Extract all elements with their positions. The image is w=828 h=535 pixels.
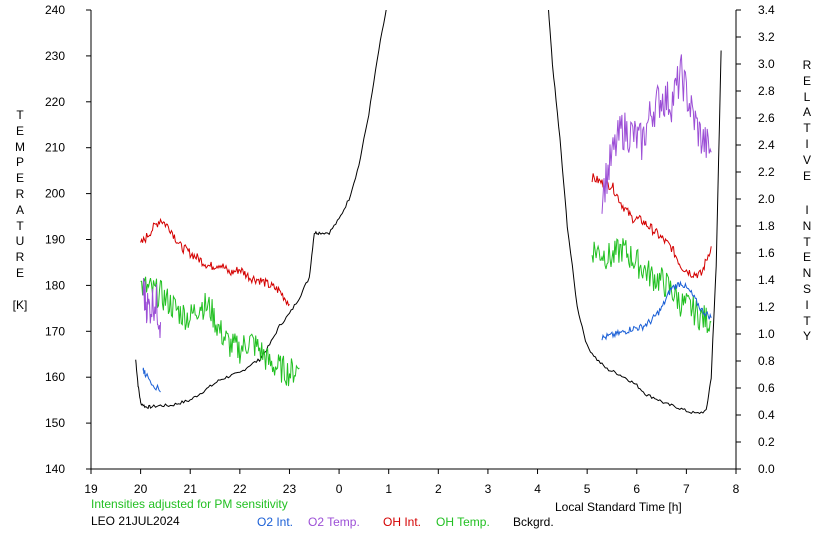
- left-axis-label-letter: A: [15, 202, 24, 217]
- right-axis-label-letter: I: [805, 203, 809, 217]
- right-axis-label-letter: S: [802, 282, 811, 296]
- left-axis-label-letter: E: [15, 171, 24, 186]
- x-tick-label: 1: [385, 482, 392, 496]
- x-tick-label: 21: [184, 482, 198, 496]
- left-tick-label: 150: [45, 416, 65, 430]
- series-line-bckgrd: [135, 10, 387, 410]
- left-tick-label: 160: [45, 370, 65, 384]
- right-tick-label: 0.6: [758, 381, 775, 395]
- tick-labels-group: 1401501601701801902002102202302400.00.20…: [45, 3, 775, 496]
- series-line-oh-int: [591, 173, 712, 279]
- right-tick-label: 1.0: [758, 327, 775, 341]
- right-tick-label: 2.2: [758, 165, 775, 179]
- legend-item: O2 Temp.: [308, 515, 360, 529]
- x-tick-label: 22: [233, 482, 247, 496]
- right-axis-label-letter: T: [803, 234, 811, 249]
- x-axis-label: Local Standard Time [h]: [555, 500, 682, 514]
- right-axis-label-letter: T: [803, 121, 811, 136]
- right-axis-label-letter: I: [805, 137, 809, 151]
- left-axis-label-letter: R: [15, 187, 25, 201]
- right-axis-label-letter: Y: [802, 329, 811, 344]
- right-tick-label: 0.0: [758, 462, 775, 476]
- right-tick-label: 0.8: [758, 354, 775, 368]
- series-line-bckgrd: [548, 10, 722, 415]
- series-line-o2-int: [142, 367, 161, 393]
- left-tick-label: 210: [45, 141, 65, 155]
- series-line-oh-int: [140, 217, 290, 307]
- right-tick-label: 1.2: [758, 300, 775, 314]
- right-axis-label-letter: V: [802, 152, 811, 167]
- legend-item: OH Int.: [383, 515, 421, 529]
- series-line-o2-int: [601, 280, 712, 341]
- x-tick-label: 8: [733, 482, 740, 496]
- right-tick-label: 2.8: [758, 84, 775, 98]
- right-tick-label: 0.4: [758, 408, 775, 422]
- left-axis-label-letter: U: [15, 234, 25, 249]
- right-axis-label-letter: N: [802, 218, 812, 233]
- right-tick-label: 2.6: [758, 111, 775, 125]
- legend-item: OH Temp.: [436, 515, 490, 529]
- right-axis-label-letter: T: [803, 313, 811, 328]
- right-axis-label-letter: L: [803, 89, 811, 104]
- legend-item: Bckgrd.: [513, 515, 554, 529]
- right-tick-label: 3.0: [758, 57, 775, 71]
- legend-group: O2 Int. O2 Temp. OH Int. OH Temp. Bckgrd.: [257, 515, 554, 529]
- x-tick-label: 4: [534, 482, 541, 496]
- left-axis-label-letter: T: [16, 108, 24, 122]
- right-axis-label-letter: I: [805, 297, 809, 312]
- site-date-label: LEO 21JUL2024: [91, 514, 180, 528]
- right-tick-label: 2.4: [758, 138, 775, 152]
- right-axis-label-letter: E: [802, 168, 811, 183]
- right-tick-label: 3.4: [758, 3, 775, 17]
- right-axis-label-letter: E: [802, 73, 811, 88]
- right-tick-label: 1.4: [758, 273, 775, 287]
- adjusted-note: Intensities adjusted for PM sensitivity: [91, 497, 288, 511]
- x-tick-label: 20: [134, 482, 148, 496]
- left-axis-label-letter: E: [15, 266, 24, 280]
- left-axis-label-letter: M: [15, 139, 25, 154]
- axes-group: [86, 9, 741, 474]
- right-axis-label-letter: A: [802, 105, 811, 120]
- right-tick-label: 1.8: [758, 219, 775, 233]
- left-tick-label: 230: [45, 49, 65, 63]
- left-tick-label: 170: [45, 324, 65, 338]
- right-axis-label-letter: R: [802, 58, 812, 72]
- left-axis-label-letter: R: [15, 250, 25, 265]
- left-tick-label: 140: [45, 462, 65, 476]
- right-tick-label: 2.0: [758, 192, 775, 206]
- left-tick-label: 220: [45, 95, 65, 109]
- left-tick-label: 200: [45, 187, 65, 201]
- left-axis-label-letter: P: [15, 155, 24, 170]
- x-tick-label: 2: [435, 482, 442, 496]
- left-tick-label: 240: [45, 3, 65, 17]
- x-tick-label: 23: [283, 482, 297, 496]
- x-tick-label: 6: [633, 482, 640, 496]
- x-tick-label: 5: [584, 482, 591, 496]
- right-tick-label: 0.2: [758, 435, 775, 449]
- series-line-o2-temp: [601, 54, 712, 214]
- left-axis-unit: [K]: [12, 298, 28, 312]
- x-tick-label: 19: [84, 482, 98, 496]
- series-line-oh-temp: [591, 238, 712, 334]
- legend-item: O2 Int.: [257, 515, 293, 529]
- left-axis-label-letter: E: [15, 123, 24, 138]
- right-tick-label: 1.6: [758, 246, 775, 260]
- series-line-oh-temp: [140, 276, 300, 387]
- x-tick-label: 0: [336, 482, 343, 496]
- x-tick-label: 3: [485, 482, 492, 496]
- series-line-o2-temp: [142, 278, 161, 339]
- right-axis-label-letter: N: [802, 266, 812, 281]
- right-axis-label-letter: E: [802, 250, 811, 265]
- left-axis-label-letter: T: [16, 218, 24, 233]
- right-tick-label: 3.2: [758, 30, 775, 44]
- left-tick-label: 190: [45, 233, 65, 247]
- x-tick-label: 7: [683, 482, 690, 496]
- left-tick-label: 180: [45, 278, 65, 292]
- series-group: [135, 10, 722, 415]
